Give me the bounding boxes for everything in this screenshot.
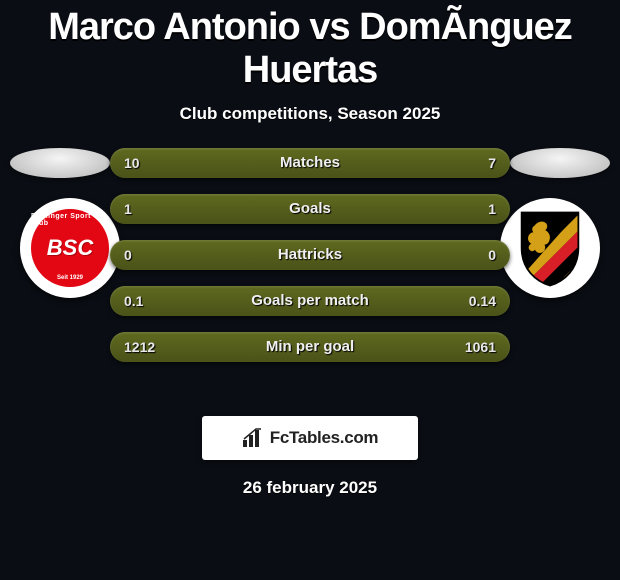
stat-right-value: 0 <box>488 240 496 270</box>
stat-row: 1Goals1 <box>110 194 510 224</box>
stat-label: Goals per match <box>110 286 510 316</box>
stat-row: 10Matches7 <box>110 148 510 178</box>
stat-right-value: 1 <box>488 194 496 224</box>
sport-shield-icon <box>513 209 587 287</box>
stat-right-value: 0.14 <box>469 286 496 316</box>
stat-right-value: 1061 <box>465 332 496 362</box>
stat-right-value: 7 <box>488 148 496 178</box>
bsc-monogram: BSC <box>47 235 93 261</box>
bars-icon <box>242 428 264 448</box>
club-badge-left: Bahlinger Sport Club BSC Seit 1929 <box>20 198 120 298</box>
player-head-right <box>510 148 610 178</box>
subtitle: Club competitions, Season 2025 <box>0 104 620 124</box>
sport-badge-outer <box>500 198 600 298</box>
bsc-arc-text: Bahlinger Sport Club <box>31 213 109 227</box>
stat-row: 0Hattricks0 <box>110 240 510 270</box>
bsc-badge-inner: Bahlinger Sport Club BSC Seit 1929 <box>31 209 109 287</box>
stat-label: Matches <box>110 148 510 178</box>
page-title: Marco Antonio vs DomÃnguez Huertas <box>0 0 620 92</box>
stat-row: 0.1Goals per match0.14 <box>110 286 510 316</box>
stat-rows: 10Matches71Goals10Hattricks00.1Goals per… <box>110 148 510 378</box>
date-line: 26 february 2025 <box>0 478 620 498</box>
bsc-badge-outer: Bahlinger Sport Club BSC Seit 1929 <box>20 198 120 298</box>
stat-label: Hattricks <box>110 240 510 270</box>
player-head-left <box>10 148 110 178</box>
club-badge-right <box>500 198 600 298</box>
fctables-watermark: FcTables.com <box>202 416 418 460</box>
comparison-card: Marco Antonio vs DomÃnguez Huertas Club … <box>0 0 620 580</box>
stat-row: 1212Min per goal1061 <box>110 332 510 362</box>
stat-label: Min per goal <box>110 332 510 362</box>
bsc-year: Seit 1929 <box>57 275 83 281</box>
fctables-label: FcTables.com <box>270 428 379 448</box>
stats-arena: Bahlinger Sport Club BSC Seit 1929 <box>0 148 620 398</box>
stat-label: Goals <box>110 194 510 224</box>
